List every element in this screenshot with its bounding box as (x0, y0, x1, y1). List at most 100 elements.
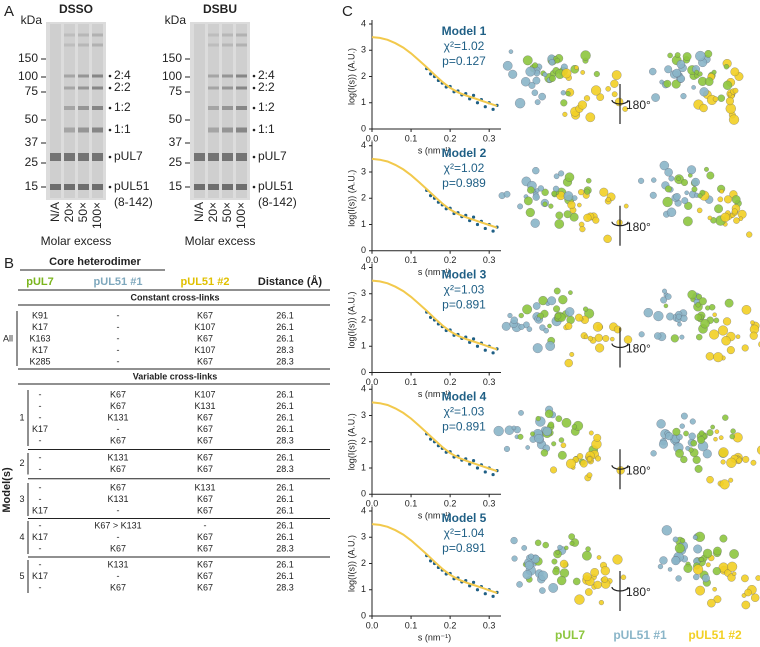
gel-band (208, 33, 219, 37)
structure-atom (724, 195, 733, 204)
lane-label: 100× (90, 202, 104, 229)
rotation-label: 180° (626, 220, 651, 234)
table-cell: K67 (197, 412, 213, 422)
structure-atom (612, 554, 623, 565)
table-cell: K67 (110, 543, 126, 553)
marker-label: 50 (169, 112, 183, 126)
gel-band (64, 184, 75, 190)
data-point (491, 229, 495, 233)
structure-atom (577, 100, 587, 110)
gel-band (222, 43, 233, 47)
structure-atom (662, 196, 673, 208)
structure-atom (601, 576, 609, 583)
structure-atom (574, 594, 585, 605)
table-cell: 26.1 (276, 333, 294, 343)
rotation-arrow (611, 449, 629, 490)
band-label: 1:2 (258, 100, 275, 114)
structure-atom (595, 343, 605, 353)
table-cell: 26.1 (276, 571, 294, 581)
structure-atom (510, 536, 518, 545)
gel-band (78, 74, 89, 78)
data-point (475, 222, 480, 227)
table-cell: 26.1 (276, 505, 294, 515)
structure-atom (666, 207, 677, 217)
structure-atom (704, 50, 713, 58)
gel-band (78, 153, 89, 161)
band-label: pUL51 (258, 179, 294, 193)
structure-atom (532, 343, 543, 354)
data-point (483, 592, 487, 596)
structure-atom (548, 583, 559, 593)
x-tick-label: 0.2 (444, 377, 457, 387)
x-tick-label: 0.2 (444, 255, 457, 265)
table-cell: 28.3 (276, 543, 294, 553)
table-cell: K17 (32, 345, 48, 355)
structure-atom (727, 561, 738, 572)
gel-band (64, 153, 75, 161)
table-cell: 26.1 (276, 559, 294, 569)
structure-atom (537, 185, 544, 192)
panel-label: C (342, 3, 353, 20)
structure-atom (610, 336, 615, 342)
table-cell: 26.1 (276, 424, 294, 434)
structure-atom (712, 312, 717, 317)
structure-atom (551, 190, 557, 197)
structure-atom (755, 575, 760, 581)
structure-atom (687, 165, 697, 175)
gel-band (92, 86, 103, 90)
y-tick-label: 3 (361, 288, 366, 298)
x-axis-label: s (nm⁻¹) (418, 145, 451, 155)
structure-atom (746, 231, 753, 238)
x-axis-label: Molar excess (41, 234, 112, 248)
marker-label: 50 (25, 112, 39, 126)
y-axis-label: log(I(s)) (A.U.) (346, 292, 356, 349)
structure-atom (518, 312, 524, 319)
table-cell: - (39, 494, 42, 504)
structure-atom (523, 196, 533, 206)
structure-atom (543, 327, 549, 334)
structure-atom (524, 561, 534, 570)
column-header: Distance (Å) (258, 275, 323, 288)
structure-atom (602, 335, 610, 342)
structure-atom (663, 303, 669, 309)
band-pointer (108, 106, 112, 110)
structure-atom (694, 69, 700, 75)
structure-atom (683, 430, 689, 437)
structure-atom (718, 447, 729, 458)
structure-atom (659, 556, 668, 565)
structure-atom (542, 426, 552, 436)
x-axis-label: s (nm⁻¹) (418, 389, 451, 399)
table-cell: 28.3 (276, 356, 294, 366)
structure-atom (531, 89, 539, 96)
structure-atom (511, 555, 518, 562)
structure-atom (638, 331, 645, 338)
structure-atom (555, 415, 563, 423)
structure-atom (554, 57, 561, 64)
table-cell: K91 (32, 310, 48, 320)
structure-atom (729, 433, 735, 440)
structure-atom (538, 92, 546, 101)
table-cell: K67 (197, 435, 213, 445)
lane-label: 50× (76, 202, 90, 222)
band-pointer (252, 128, 256, 132)
band-note: (8-142) (258, 195, 297, 209)
data-point (483, 470, 487, 474)
structure-atom (545, 341, 555, 351)
model-chi2: χ²=1.04 (444, 526, 485, 540)
structure-atom (542, 72, 548, 77)
table-cell: K67 (197, 333, 213, 343)
structure-atom (569, 540, 575, 546)
marker-label: 25 (25, 155, 39, 169)
structure-atom (676, 433, 683, 441)
structure-atom (691, 186, 698, 193)
model-number: 1 (19, 412, 24, 422)
gel-lane (50, 24, 61, 198)
structure-atom (558, 170, 565, 177)
structure-atom (593, 70, 600, 78)
structure-atom (620, 574, 627, 580)
structure-atom (553, 287, 561, 295)
gel-band (194, 153, 205, 161)
table-cell: 26.1 (276, 532, 294, 542)
x-tick-label: 0.1 (405, 499, 418, 509)
structure-atom (510, 316, 518, 324)
